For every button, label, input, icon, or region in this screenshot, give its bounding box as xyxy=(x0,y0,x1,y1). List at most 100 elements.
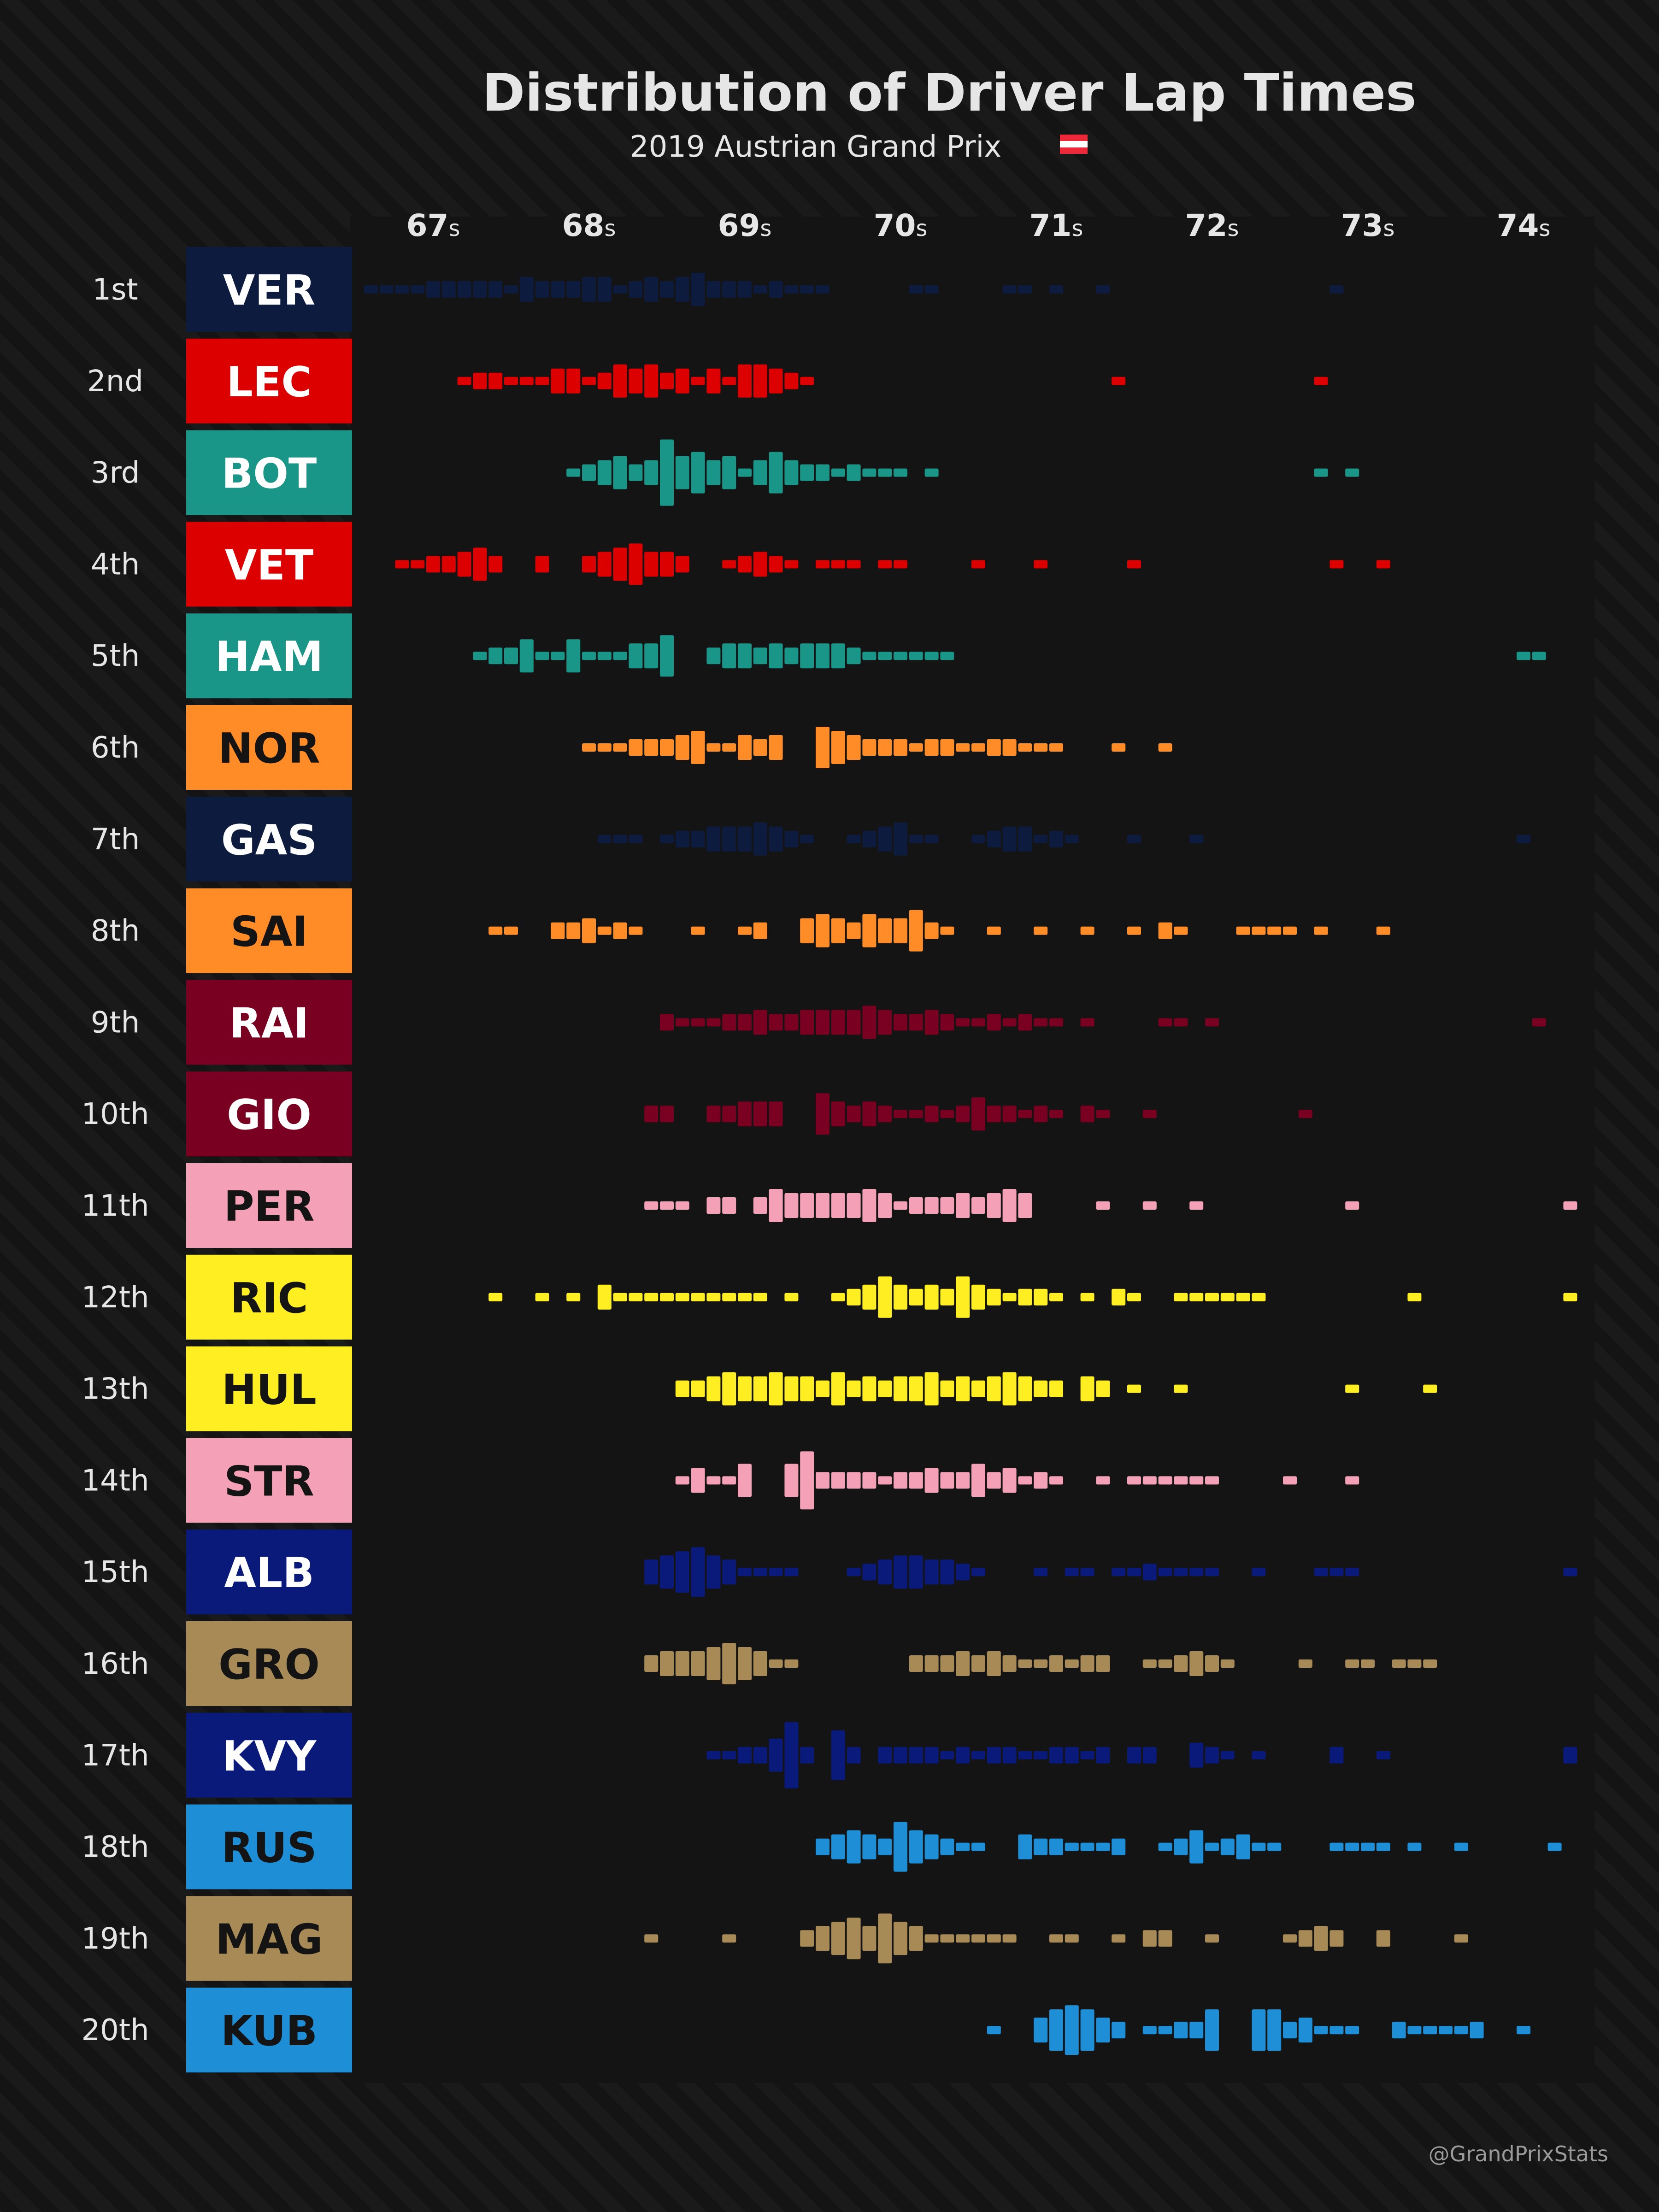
lap-time-bin xyxy=(691,1380,705,1397)
lap-time-bin xyxy=(1158,1568,1172,1577)
lap-time-bin xyxy=(894,1922,907,1955)
lap-time-bin xyxy=(722,643,736,669)
lap-time-bin xyxy=(1034,1106,1048,1123)
plot-area xyxy=(350,217,1594,2083)
lap-time-bin xyxy=(473,652,487,660)
lap-time-bin xyxy=(706,368,721,394)
lap-time-bin xyxy=(847,1380,861,1397)
lap-time-bin xyxy=(862,1006,877,1039)
lap-time-bin xyxy=(1018,1376,1032,1401)
lap-time-bin xyxy=(847,1193,861,1218)
lap-time-bin xyxy=(1158,922,1172,939)
lap-time-bin xyxy=(675,1551,689,1593)
lap-time-bin xyxy=(1298,1659,1312,1668)
lap-time-bin xyxy=(956,743,970,752)
lap-time-bin xyxy=(769,1372,783,1406)
lap-time-bin xyxy=(956,1376,970,1401)
lap-time-bin xyxy=(971,743,985,752)
lap-time-bin xyxy=(738,468,752,477)
lap-time-bin xyxy=(738,1647,752,1680)
driver-badge xyxy=(186,613,352,699)
lap-time-bin xyxy=(582,464,596,481)
lap-time-bin xyxy=(816,914,830,947)
lap-time-bin xyxy=(426,281,440,298)
driver-badge xyxy=(186,1896,352,1981)
lap-time-bin xyxy=(1361,1659,1375,1668)
lap-time-bin xyxy=(691,830,705,847)
lap-time-bin xyxy=(909,1288,923,1306)
lap-time-bin xyxy=(660,1651,674,1676)
lap-time-bin xyxy=(1267,1842,1282,1851)
lap-time-bin xyxy=(800,1376,814,1401)
lap-time-bin xyxy=(894,1472,907,1489)
lap-time-bin xyxy=(878,1276,892,1318)
driver-badge xyxy=(186,522,352,607)
lap-time-bin xyxy=(1454,1842,1468,1851)
lap-time-bin xyxy=(831,1922,845,1955)
lap-time-bin xyxy=(1034,926,1048,935)
lap-time-bin xyxy=(831,1293,845,1301)
lap-time-bin xyxy=(784,1722,799,1788)
lap-time-bin xyxy=(660,635,674,677)
lap-time-bin xyxy=(566,639,581,673)
lap-time-bin xyxy=(784,372,799,389)
lap-time-bin xyxy=(769,735,783,760)
lap-time-bin xyxy=(894,1822,907,1872)
lap-time-bin xyxy=(878,468,892,477)
lap-time-bin xyxy=(1345,468,1359,477)
lap-time-bin xyxy=(1018,1193,1032,1218)
lap-time-bin xyxy=(1283,2022,1297,2039)
row-ric: 12th RIC xyxy=(81,1254,1577,1340)
lap-time-bin xyxy=(1142,1564,1157,1581)
lap-time-bin xyxy=(473,281,487,298)
row-vet: 4th VET xyxy=(91,522,1390,607)
lap-time-bin xyxy=(1018,826,1032,852)
lap-time-bin xyxy=(847,464,861,481)
lap-time-bin xyxy=(1236,926,1250,935)
lap-time-bin xyxy=(909,1555,923,1589)
driver-badge xyxy=(186,1254,352,1340)
lap-time-bin xyxy=(1034,1659,1048,1668)
row-ver: 1st VER xyxy=(92,247,1344,332)
lap-time-bin xyxy=(691,377,705,385)
lap-time-bin xyxy=(971,1380,985,1397)
lap-time-bin xyxy=(847,1568,861,1577)
lap-time-bin xyxy=(1065,1934,1079,1943)
lap-time-bin xyxy=(551,281,565,298)
row-kvy: 17th KVY xyxy=(81,1712,1577,1798)
lap-time-bin xyxy=(1049,1110,1063,1118)
lap-time-bin xyxy=(1080,2009,1094,2051)
lap-time-bin xyxy=(894,822,907,856)
lap-time-bin xyxy=(784,1293,799,1301)
lap-time-bin xyxy=(924,1559,939,1585)
lap-time-bin xyxy=(738,1568,752,1577)
lap-time-bin xyxy=(940,1559,954,1585)
lap-time-bin xyxy=(675,1380,689,1397)
lap-time-bin xyxy=(909,285,923,294)
lap-time-bin xyxy=(862,914,877,947)
lap-time-bin xyxy=(1392,1659,1406,1668)
position-label: 16th xyxy=(81,1647,149,1681)
lap-time-bin xyxy=(1330,2026,1344,2035)
lap-time-bin xyxy=(909,1747,923,1764)
lap-time-bin xyxy=(691,1018,705,1027)
lap-time-bin xyxy=(566,368,581,394)
lap-time-bin xyxy=(675,1293,689,1301)
lap-time-bin xyxy=(940,1472,954,1489)
lap-time-bin xyxy=(706,1106,721,1123)
lap-time-bin xyxy=(769,1101,783,1127)
lap-time-bin xyxy=(909,835,923,843)
lap-time-bin xyxy=(1423,1384,1437,1393)
lap-time-bin xyxy=(738,364,752,398)
lap-time-bin xyxy=(894,918,907,943)
lap-time-bin xyxy=(909,1472,923,1489)
lap-time-bin xyxy=(878,1476,892,1485)
lap-time-bin xyxy=(784,1376,799,1401)
lap-time-bin xyxy=(878,1838,892,1855)
lap-time-bin xyxy=(1127,1476,1141,1485)
lap-time-bin xyxy=(971,1284,985,1310)
lap-time-bin xyxy=(956,1276,970,1318)
lap-time-bin xyxy=(1345,1476,1359,1485)
lap-time-bin xyxy=(1407,1842,1422,1851)
lap-time-bin xyxy=(1127,1747,1141,1764)
